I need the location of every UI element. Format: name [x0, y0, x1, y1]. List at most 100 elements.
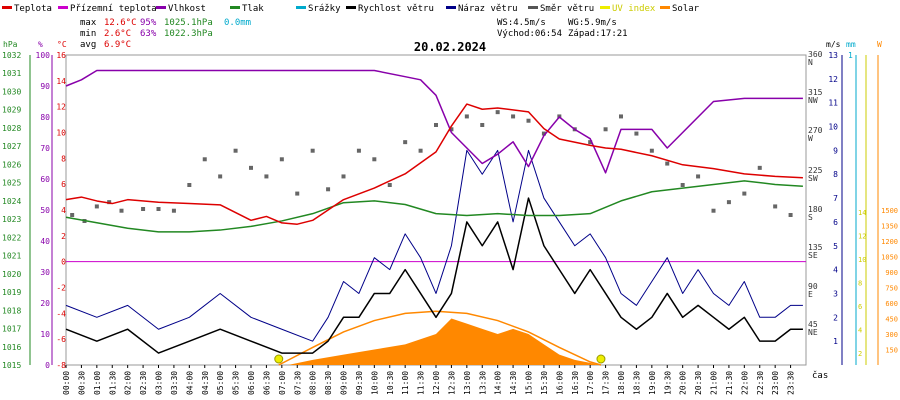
press-tick: 1032	[2, 51, 21, 60]
press-tick: 1031	[2, 69, 21, 78]
wind-direction-point	[341, 174, 346, 179]
x-tick-label: 11:30	[417, 371, 426, 395]
stat-avg-label: avg	[80, 40, 96, 50]
legend-swatch	[600, 6, 610, 9]
x-tick-label: 20:00	[679, 371, 688, 395]
x-tick-label: 04:30	[201, 371, 210, 395]
wind-direction-point	[649, 148, 654, 153]
uv-tick: 6	[858, 303, 862, 311]
legend-item: Rychlost větru	[358, 4, 434, 14]
x-tick-label: 02:00	[124, 371, 133, 395]
x-tick-label: 01:30	[108, 371, 117, 395]
temp-tick: 8	[61, 154, 66, 163]
rain-unit: mm	[846, 40, 856, 49]
dir-tick: NW	[808, 96, 818, 105]
legend-item: Tlak	[242, 4, 264, 14]
press-tick: 1018	[2, 306, 21, 315]
wind-direction-point	[171, 208, 176, 213]
wind-direction-point	[310, 148, 315, 153]
x-tick-label: 00:00	[62, 371, 71, 395]
x-tick-label: 18:30	[632, 371, 641, 395]
x-tick-label: 13:00	[463, 371, 472, 395]
uv-tick: 14	[858, 209, 866, 217]
x-tick-label: 09:30	[355, 371, 364, 395]
legend-item: Teplota	[14, 4, 52, 14]
temp-tick: -8	[56, 361, 66, 370]
wind-direction-point	[119, 208, 124, 213]
hum-tick: 60	[40, 175, 50, 184]
wind-tick: 13	[828, 51, 838, 60]
wind-unit: m/s	[826, 40, 841, 49]
stat-max-temp: 12.6°C	[104, 18, 137, 28]
x-tick-label: 17:30	[602, 371, 611, 395]
x-tick-label: 05:00	[216, 371, 225, 395]
dir-tick: NE	[808, 328, 818, 337]
wind-direction-point	[588, 140, 593, 145]
stat-max-press: 1025.1hPa	[164, 18, 213, 28]
temp-tick: 14	[56, 77, 66, 86]
legend-item: UV index	[612, 4, 656, 14]
uv-tick: 4	[858, 327, 862, 335]
hum-tick: 90	[40, 82, 50, 91]
legend-item: Srážky	[308, 4, 341, 14]
stat-sunset: Západ:17:21	[568, 29, 628, 39]
hum-tick: 10	[40, 330, 50, 339]
dir-tick: 360	[808, 50, 823, 59]
solar-tick: 1200	[881, 238, 898, 246]
legend-swatch	[446, 6, 456, 9]
dir-tick: 45	[808, 320, 818, 329]
x-tick-label: 13:30	[478, 371, 487, 395]
stat-max-hum: 95%	[140, 18, 157, 28]
wind-direction-point	[526, 118, 531, 123]
x-tick-label: 07:00	[278, 371, 287, 395]
x-tick-label: 08:00	[309, 371, 318, 395]
press-tick: 1019	[2, 288, 21, 297]
x-tick-label: 00:30	[77, 371, 86, 395]
press-tick: 1020	[2, 270, 21, 279]
wind-direction-point	[634, 131, 639, 136]
x-tick-label: 19:30	[663, 371, 672, 395]
x-tick-label: 04:00	[185, 371, 194, 395]
wind-direction-point	[726, 200, 731, 205]
wind-direction-point	[372, 157, 377, 162]
x-tick-label: 10:30	[386, 371, 395, 395]
press-tick: 1022	[2, 233, 21, 242]
legend-swatch	[346, 6, 356, 9]
temp-tick: 2	[61, 232, 66, 241]
wind-direction-point	[449, 127, 454, 132]
plot-frame	[65, 54, 807, 366]
solar-tick: 600	[885, 300, 898, 308]
solar-area	[288, 318, 600, 365]
stat-sunrise: Východ:06:54	[497, 29, 562, 39]
wind-tick: 8	[833, 170, 838, 179]
hum-tick: 80	[40, 113, 50, 122]
wind-tick: 7	[833, 194, 838, 203]
legend-swatch	[2, 6, 12, 9]
x-tick-label: 07:30	[293, 371, 302, 395]
humidity-line	[65, 69, 803, 174]
temp-tick: 12	[56, 103, 66, 112]
press-tick: 1027	[2, 142, 21, 151]
x-tick-label: 16:30	[571, 371, 580, 395]
press-unit: hPa	[3, 40, 18, 49]
wind-direction-point	[279, 157, 284, 162]
pressure-line	[65, 180, 803, 233]
axes: hPa% °C1032103110301029102810271026102510…	[2, 40, 898, 395]
hum-tick: 50	[40, 206, 50, 215]
dir-tick: 315	[808, 88, 823, 97]
wind-direction-point	[711, 208, 716, 213]
solar-tick: 1050	[881, 254, 898, 262]
wind-tick: 10	[828, 123, 838, 132]
stat-max-label: max	[80, 18, 97, 28]
temp-tick: 16	[56, 51, 66, 60]
wind-direction-point	[70, 213, 75, 217]
press-tick: 1029	[2, 106, 21, 115]
rain-tick: 1	[848, 51, 853, 60]
chart-title: 20.02.2024	[414, 40, 486, 54]
clear-sky-solar-line	[278, 310, 602, 366]
press-tick: 1023	[2, 215, 21, 224]
press-tick: 1017	[2, 325, 21, 334]
stats-block: max 12.6°C 95% 1025.1hPa 0.0mm min 2.6°C…	[80, 18, 628, 50]
x-tick-label: 10:00	[370, 371, 379, 395]
x-tick-label: 01:00	[93, 371, 102, 395]
